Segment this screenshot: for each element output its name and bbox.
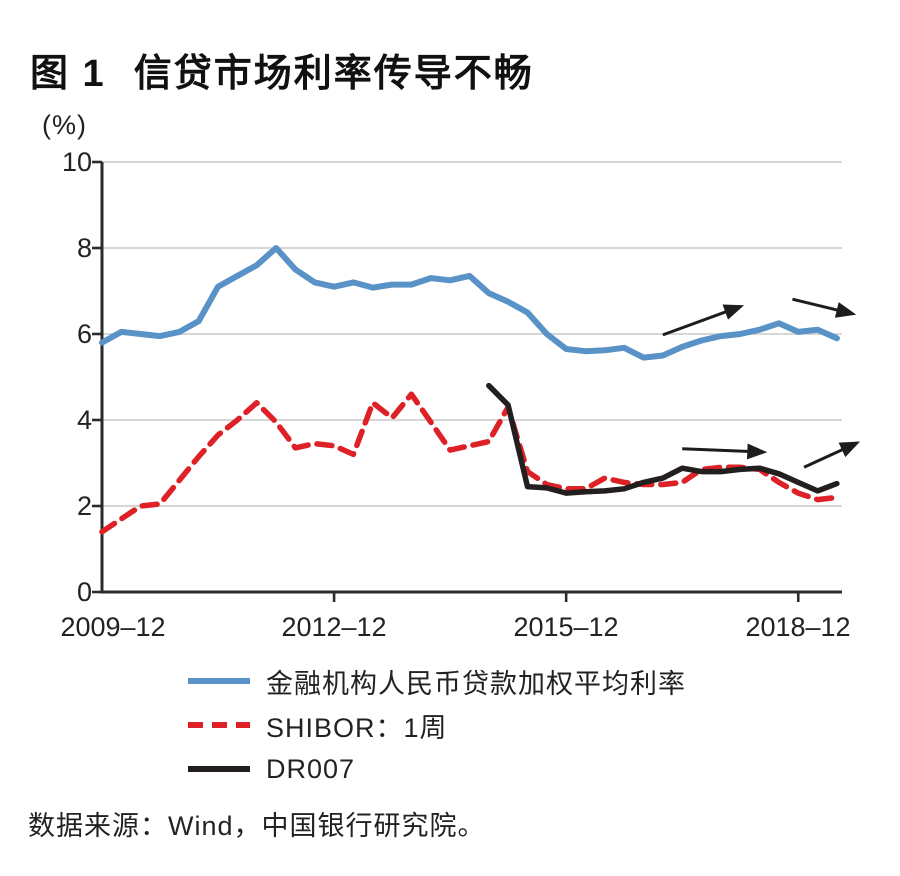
figure-number: 图 1 (30, 53, 106, 95)
figure-title: 图 1 信贷市场利率传导不畅 (30, 42, 534, 97)
y-tick-10: 10 (61, 147, 92, 177)
y-tick-4: 4 (76, 405, 92, 435)
legend-label-shibor: SHIBOR：1周 (266, 712, 448, 743)
legend-label-dr007: DR007 (266, 753, 356, 784)
y-axis-unit-label: (%) (42, 110, 87, 140)
x-tick-2009-12: 2009–12 (60, 612, 166, 642)
y-tick-6: 6 (76, 319, 92, 349)
data-source-note: 数据来源：Wind，中国银行研究院。 (28, 811, 486, 841)
y-tick-0: 0 (76, 577, 92, 607)
y-tick-8: 8 (76, 233, 92, 263)
legend-item-shibor: SHIBOR：1周 (188, 703, 686, 747)
figure-title-text: 信贷市场利率传导不畅 (133, 53, 534, 95)
legend-swatch-loan-rate (188, 678, 250, 684)
legend-item-dr007: DR007 (188, 747, 686, 791)
legend-swatch-dr007 (188, 766, 250, 772)
x-tick-2012-12: 2012–12 (281, 612, 387, 642)
legend: 金融机构人民币贷款加权平均利率 SHIBOR：1周 DR007 (188, 659, 686, 791)
x-tick-2015-12: 2015–12 (513, 612, 619, 642)
legend-item-loan-rate: 金融机构人民币贷款加权平均利率 (188, 659, 686, 703)
y-tick-2: 2 (76, 491, 92, 521)
legend-swatch-shibor (188, 722, 250, 728)
x-tick-2018-12: 2018–12 (745, 612, 851, 642)
legend-label-loan-rate: 金融机构人民币贷款加权平均利率 (266, 668, 686, 699)
